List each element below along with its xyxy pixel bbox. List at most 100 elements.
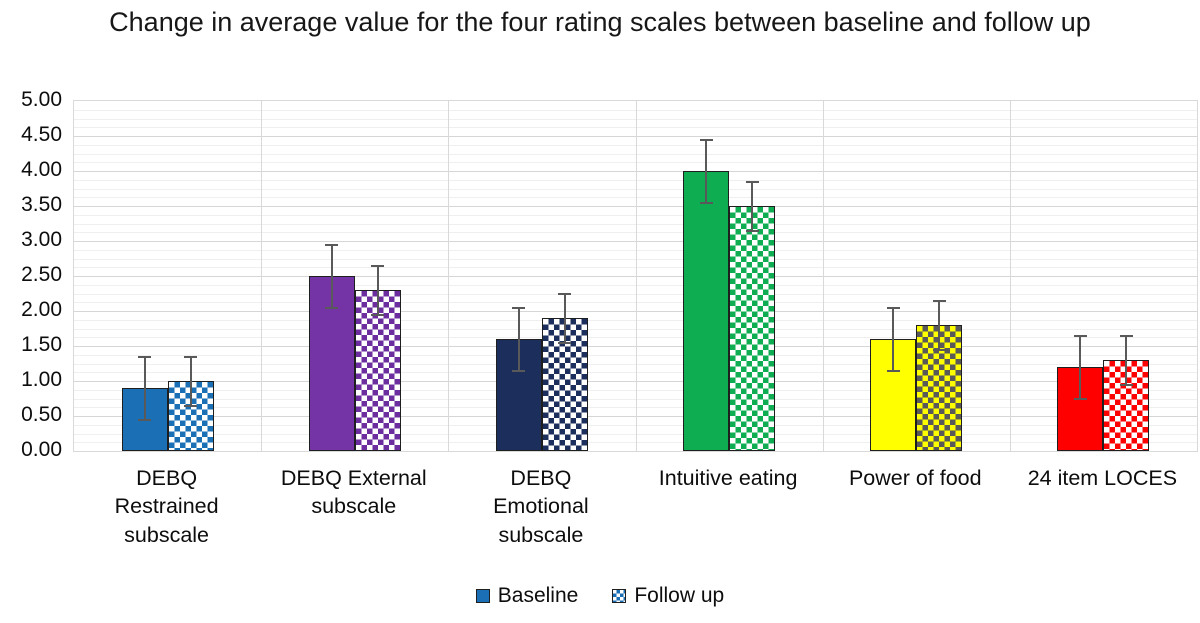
x-category-label: DEBQ Restrained subscale <box>114 466 219 547</box>
error-bar-cap <box>184 355 198 358</box>
y-tick-label: 3.50 <box>21 193 62 216</box>
major-gridline <box>74 311 1197 312</box>
error-bar-cap <box>1119 334 1133 337</box>
error-bar-cap <box>558 292 572 295</box>
bar-followup <box>167 381 214 451</box>
baseline-swatch-icon <box>475 589 490 603</box>
error-bar-cap <box>371 264 385 267</box>
plot-area <box>73 100 1198 452</box>
minor-gridline <box>74 293 1197 295</box>
minor-gridline <box>74 398 1197 400</box>
minor-gridline <box>74 433 1197 435</box>
major-gridline <box>74 171 1197 172</box>
error-bar-cap <box>558 341 572 344</box>
minor-gridline <box>74 232 1197 234</box>
y-tick-label: 3.00 <box>21 228 62 251</box>
minor-gridline <box>74 214 1197 216</box>
y-tick-label: 2.00 <box>21 298 62 321</box>
error-bar-cap <box>512 306 526 309</box>
error-bar-cap <box>699 201 713 204</box>
y-tick-label: 2.50 <box>21 263 62 286</box>
category-separator <box>448 101 449 451</box>
legend-label-baseline: Baseline <box>497 584 579 607</box>
major-gridline <box>74 206 1197 207</box>
error-bar-cap <box>932 299 946 302</box>
y-tick-label: 0.50 <box>21 403 62 426</box>
minor-gridline <box>74 442 1197 444</box>
x-category-label: Intuitive eating <box>658 466 798 490</box>
error-bar <box>517 307 520 371</box>
minor-gridline <box>74 179 1197 181</box>
error-bar <box>330 244 333 308</box>
minor-gridline <box>74 319 1197 321</box>
bar-followup <box>354 290 401 451</box>
category-separator <box>636 101 637 451</box>
category-separator <box>261 101 262 451</box>
error-bar <box>563 293 566 343</box>
minor-gridline <box>74 197 1197 199</box>
y-tick-label: 1.50 <box>21 333 62 356</box>
minor-gridline <box>74 109 1197 111</box>
legend-label-followup: Follow up <box>634 584 725 607</box>
minor-gridline <box>74 144 1197 146</box>
minor-gridline <box>74 302 1197 304</box>
minor-gridline <box>74 389 1197 391</box>
error-bar-cap <box>138 418 152 421</box>
error-bar-cap <box>184 404 198 407</box>
error-bar <box>1079 335 1082 399</box>
y-tick-label: 4.50 <box>21 123 62 146</box>
major-gridline <box>74 276 1197 277</box>
minor-gridline <box>74 328 1197 330</box>
error-bar <box>189 356 192 406</box>
minor-gridline <box>74 372 1197 374</box>
major-gridline <box>74 136 1197 137</box>
y-tick-label: 4.00 <box>21 158 62 181</box>
error-bar <box>751 181 754 231</box>
major-gridline <box>74 381 1197 382</box>
error-bar-cap <box>371 313 385 316</box>
error-bar-cap <box>512 369 526 372</box>
minor-gridline <box>74 407 1197 409</box>
error-bar <box>705 139 708 203</box>
y-tick-label: 1.00 <box>21 368 62 391</box>
minor-gridline <box>74 223 1197 225</box>
minor-gridline <box>74 337 1197 339</box>
error-bar-cap <box>325 243 339 246</box>
minor-gridline <box>74 424 1197 426</box>
x-category-label: DEBQ Emotional subscale <box>493 466 589 547</box>
minor-gridline <box>74 249 1197 251</box>
error-bar <box>143 356 146 420</box>
minor-gridline <box>74 127 1197 129</box>
minor-gridline <box>74 267 1197 269</box>
minor-gridline <box>74 284 1197 286</box>
error-bar-cap <box>745 229 759 232</box>
error-bar-cap <box>932 348 946 351</box>
error-bar-cap <box>699 138 713 141</box>
bar-followup <box>729 206 776 451</box>
error-bar <box>376 265 379 315</box>
error-bar-cap <box>1119 383 1133 386</box>
error-bar-cap <box>1073 397 1087 400</box>
legend-item-followup: Follow up <box>612 584 724 608</box>
y-tick-label: 0.00 <box>21 438 62 461</box>
error-bar-cap <box>745 180 759 183</box>
minor-gridline <box>74 188 1197 190</box>
y-tick-label: 5.00 <box>21 88 62 111</box>
legend: Baseline Follow up <box>0 584 1200 608</box>
major-gridline <box>74 416 1197 417</box>
category-separator <box>823 101 824 451</box>
legend-item-baseline: Baseline <box>475 584 579 608</box>
followup-swatch-icon <box>612 589 627 603</box>
x-category-label: 24 item LOCES <box>1027 466 1178 490</box>
major-gridline <box>74 241 1197 242</box>
x-category-label: DEBQ External subscale <box>280 466 427 519</box>
minor-gridline <box>74 153 1197 155</box>
error-bar-cap <box>138 355 152 358</box>
category-separator <box>1010 101 1011 451</box>
error-bar-cap <box>1073 334 1087 337</box>
minor-gridline <box>74 162 1197 164</box>
error-bar <box>892 307 895 371</box>
x-category-label: Power of food <box>848 466 982 490</box>
minor-gridline <box>74 363 1197 365</box>
